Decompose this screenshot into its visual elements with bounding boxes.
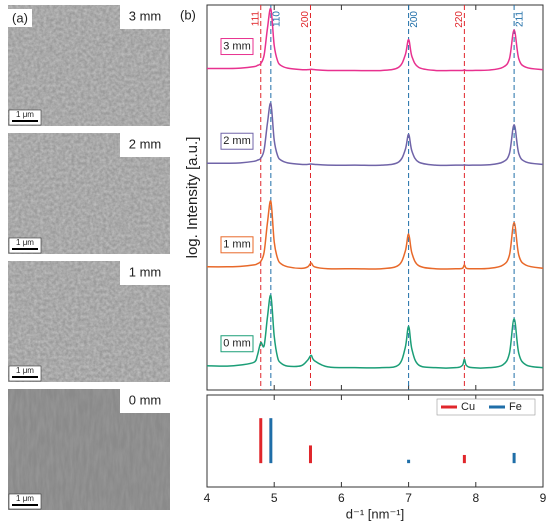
legend-label: Cu	[461, 401, 475, 413]
stick-frame	[206, 394, 544, 488]
reference-label: 110	[271, 11, 282, 27]
panel-label-box	[8, 9, 32, 27]
label-box	[120, 5, 170, 29]
x-axis-label: d⁻¹ [nm⁻¹]	[346, 506, 405, 521]
legend-box	[436, 398, 536, 416]
series-label-box	[220, 132, 254, 150]
reference-stick	[259, 418, 263, 464]
spectrum-line	[206, 200, 544, 270]
series-label: 3 mm	[223, 40, 251, 52]
reference-label: 111	[250, 11, 261, 27]
micrograph: 0 mm 1 μm	[8, 389, 170, 510]
reference-label: 200	[409, 11, 420, 28]
panel-label: (a)	[12, 10, 28, 25]
micrograph: 3 mm 1 μm	[8, 5, 170, 126]
legend-label: Fe	[509, 401, 522, 413]
panel-label: (b)	[180, 7, 196, 22]
spectrum-line	[206, 102, 544, 167]
series-label-box	[220, 38, 254, 56]
scale-bar-label: 1 μm	[16, 110, 34, 119]
series-label-box	[220, 335, 254, 353]
reference-label: 200	[300, 11, 311, 28]
label-box	[120, 133, 170, 157]
x-tick-label: 9	[540, 491, 547, 505]
spectrum-line	[206, 294, 544, 369]
plot-frame	[206, 4, 544, 391]
reference-stick	[462, 454, 466, 464]
series-label: 0 mm	[223, 338, 251, 350]
thickness-label: 1 mm	[129, 264, 162, 279]
series-label: 2 mm	[223, 135, 251, 147]
label-box	[120, 389, 170, 413]
thickness-label: 0 mm	[129, 392, 162, 407]
x-tick-label: 7	[405, 491, 412, 505]
scale-bar-label: 1 μm	[16, 238, 34, 247]
thickness-label: 3 mm	[129, 8, 162, 23]
label-box	[120, 261, 170, 285]
x-tick-label: 4	[204, 491, 211, 505]
reference-label: 211	[515, 11, 526, 27]
spectrum-line	[206, 7, 544, 72]
scale-bar-label: 1 μm	[16, 494, 34, 503]
reference-stick	[407, 459, 411, 464]
micrograph-panel: 3 mm 1 μm 2 mm 1 μm 1 mm 1 μm 0 mm 1 μm (a)	[8, 5, 170, 510]
x-tick-label: 6	[338, 491, 345, 505]
series-label-box	[220, 236, 254, 254]
x-tick-label: 8	[472, 491, 479, 505]
micrograph: 2 mm 1 μm	[8, 133, 170, 254]
x-tick-label: 5	[271, 491, 278, 505]
reference-label: 220	[454, 11, 465, 28]
reference-stick	[512, 452, 516, 464]
reference-stick	[308, 445, 312, 464]
scale-bar-label: 1 μm	[16, 366, 34, 375]
reference-stick	[269, 418, 273, 464]
series-label: 1 mm	[223, 239, 251, 251]
thickness-label: 2 mm	[129, 136, 162, 151]
y-axis-label: log. Intensity [a.u.]	[184, 137, 201, 259]
diffraction-panel: 4 5 6 7 8 9 d⁻¹ [nm⁻¹] log. Intensity [a.u.] (b)…	[180, 4, 547, 521]
micrograph: 1 mm 1 μm	[8, 261, 170, 382]
